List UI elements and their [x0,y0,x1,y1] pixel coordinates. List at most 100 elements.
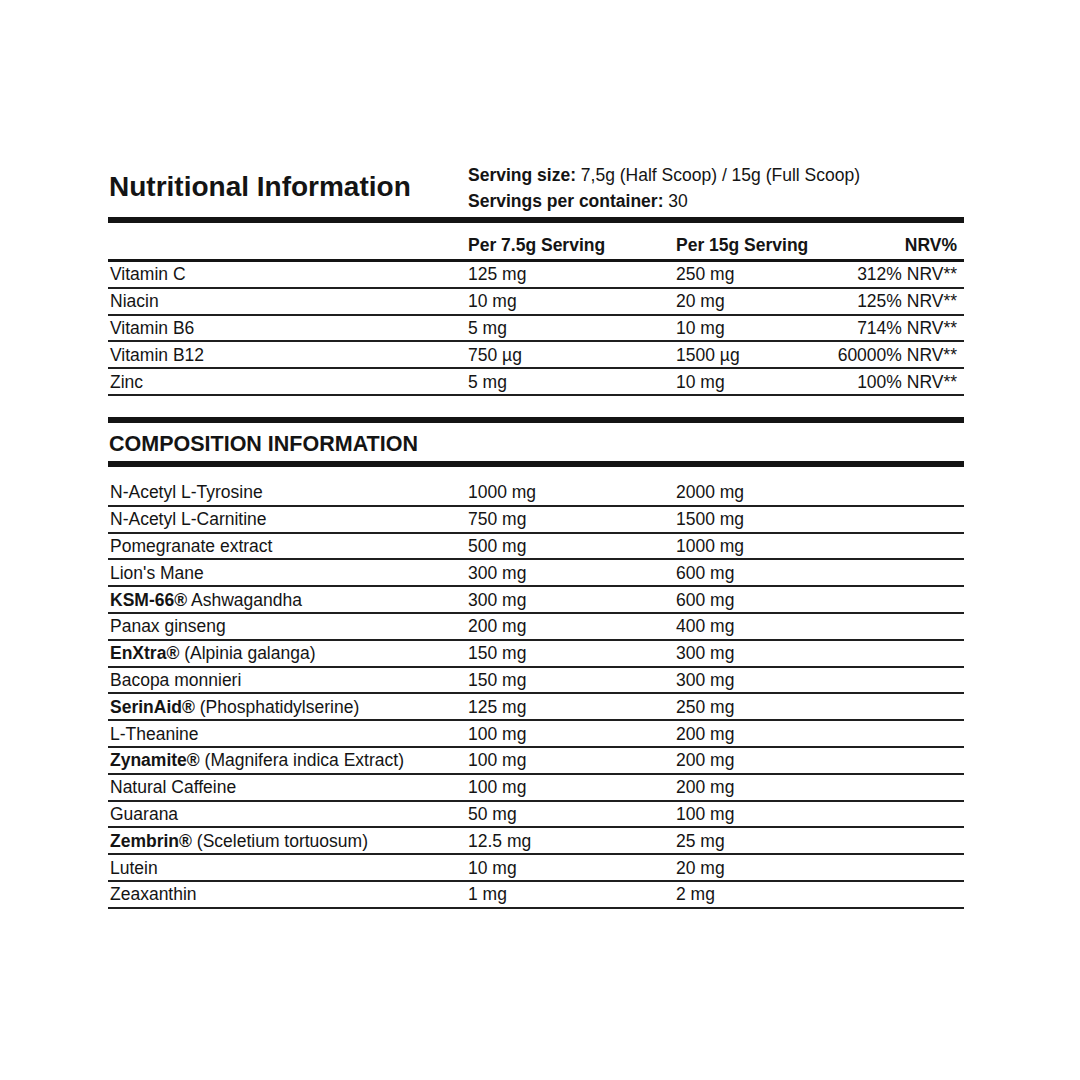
amount-per-15g: 600 mg [676,562,734,583]
composition-section-title: COMPOSITION INFORMATION [109,432,418,457]
ingredient-name-rest: Pomegranate extract [110,535,272,555]
composition-row: Panax ginseng 200 mg 400 mg [108,614,964,641]
amount-per-7-5g: 500 mg [468,535,526,556]
amount-per-15g: 1000 mg [676,535,744,556]
amount-per-7-5g: 50 mg [468,803,517,824]
nutrition-row: Niacin 10 mg 20 mg 125% NRV** [108,289,964,316]
composition-row: Zeaxanthin 1 mg 2 mg [108,882,964,909]
nutrition-row: Zinc 5 mg 10 mg 100% NRV** [108,369,964,396]
nutrient-name: Vitamin B12 [110,344,204,365]
nutrient-name: Niacin [110,291,159,312]
composition-row: Zembrin® (Sceletium tortuosum) 12.5 mg 2… [108,828,964,855]
amount-per-15g: 300 mg [676,669,734,690]
amount-per-7-5g: 750 µg [468,344,522,365]
ingredient-brand: KSM-66® [110,589,187,609]
nutrient-name: Vitamin C [110,264,186,285]
servings-per-container-line: Servings per container: 30 [468,188,860,214]
divider-thick-below-composition [108,461,964,467]
column-header-nrv: NRV% [905,235,957,256]
ingredient-name: EnXtra® (Alpinia galanga) [110,643,316,664]
ingredient-name-rest: (Sceletium tortuosum) [192,830,368,850]
nutrient-name: Zinc [110,371,143,392]
nutrient-name: Vitamin B6 [110,317,194,338]
composition-row: Pomegranate extract 500 mg 1000 mg [108,534,964,561]
ingredient-name-rest: (Magnifera indica Extract) [200,750,404,770]
composition-row: SerinAid® (Phosphatidylserine) 125 mg 25… [108,694,964,721]
ingredient-name: Guarana [110,803,178,824]
composition-row: EnXtra® (Alpinia galanga) 150 mg 300 mg [108,641,964,668]
ingredient-name-rest: Bacopa monnieri [110,669,241,689]
ingredient-name: Pomegranate extract [110,535,272,556]
nrv-percent: 100% NRV** [857,371,957,392]
ingredient-name: Lion's Mane [110,562,204,583]
ingredient-name: Bacopa monnieri [110,669,241,690]
ingredient-name-rest: L-Theanine [110,723,199,743]
ingredient-name: L-Theanine [110,723,199,744]
amount-per-15g: 250 mg [676,264,734,285]
amount-per-15g: 1500 mg [676,509,744,530]
amount-per-15g: 20 mg [676,291,725,312]
ingredient-name-rest: Lion's Mane [110,562,204,582]
nutrition-label: { "title": "Nutritional Information", "s… [0,0,1080,1080]
column-header-per-15g: Per 15g Serving [676,235,808,256]
ingredient-name: Zynamite® (Magnifera indica Extract) [110,750,404,771]
amount-per-15g: 250 mg [676,696,734,717]
amount-per-7-5g: 100 mg [468,723,526,744]
amount-per-15g: 400 mg [676,616,734,637]
composition-row: L-Theanine 100 mg 200 mg [108,721,964,748]
ingredient-name: Zembrin® (Sceletium tortuosum) [110,830,368,851]
nrv-percent: 60000% NRV** [838,344,957,365]
amount-per-7-5g: 1 mg [468,884,507,905]
ingredient-brand: Zynamite® [110,750,200,770]
ingredient-name-rest: Zeaxanthin [110,884,197,904]
composition-row: Lion's Mane 300 mg 600 mg [108,560,964,587]
servings-per-container-label: Servings per container: [468,191,663,211]
serving-size-label: Serving size: [468,165,576,185]
ingredient-name-rest: Guarana [110,803,178,823]
amount-per-7-5g: 10 mg [468,291,517,312]
amount-per-7-5g: 150 mg [468,643,526,664]
serving-info: Serving size: 7,5g (Half Scoop) / 15g (F… [468,162,860,214]
ingredient-name-rest: Lutein [110,857,158,877]
amount-per-15g: 200 mg [676,750,734,771]
nutrition-row: Vitamin C 125 mg 250 mg 312% NRV** [108,262,964,289]
amount-per-15g: 10 mg [676,371,725,392]
amount-per-7-5g: 200 mg [468,616,526,637]
amount-per-15g: 300 mg [676,643,734,664]
divider-thick-above-composition [108,417,964,423]
amount-per-15g: 25 mg [676,830,725,851]
composition-row: N-Acetyl L-Carnitine 750 mg 1500 mg [108,507,964,534]
amount-per-15g: 2000 mg [676,482,744,503]
ingredient-name: Zeaxanthin [110,884,197,905]
ingredient-name-rest: Ashwagandha [187,589,302,609]
column-header-per-7-5g: Per 7.5g Serving [468,235,605,256]
nrv-percent: 714% NRV** [857,317,957,338]
composition-table-body: N-Acetyl L-Tyrosine 1000 mg 2000 mg N-Ac… [108,480,964,909]
amount-per-7-5g: 750 mg [468,509,526,530]
amount-per-7-5g: 5 mg [468,317,507,338]
amount-per-15g: 200 mg [676,723,734,744]
amount-per-7-5g: 100 mg [468,750,526,771]
composition-row: KSM-66® Ashwagandha 300 mg 600 mg [108,587,964,614]
ingredient-name-rest: N-Acetyl L-Tyrosine [110,482,263,502]
amount-per-7-5g: 10 mg [468,857,517,878]
ingredient-name: Panax ginseng [110,616,226,637]
serving-size-value: 7,5g (Half Scoop) / 15g (Full Scoop) [581,165,860,185]
nutrition-row: Vitamin B12 750 µg 1500 µg 60000% NRV** [108,342,964,369]
nutrition-row: Vitamin B6 5 mg 10 mg 714% NRV** [108,316,964,343]
amount-per-7-5g: 125 mg [468,264,526,285]
ingredient-name-rest: Panax ginseng [110,616,226,636]
amount-per-7-5g: 150 mg [468,669,526,690]
composition-row: Zynamite® (Magnifera indica Extract) 100… [108,748,964,775]
nrv-percent: 312% NRV** [857,264,957,285]
amount-per-7-5g: 300 mg [468,589,526,610]
amount-per-7-5g: 1000 mg [468,482,536,503]
ingredient-name-rest: (Alpinia galanga) [179,643,315,663]
amount-per-15g: 20 mg [676,857,725,878]
amount-per-7-5g: 12.5 mg [468,830,531,851]
amount-per-15g: 200 mg [676,777,734,798]
composition-row: N-Acetyl L-Tyrosine 1000 mg 2000 mg [108,480,964,507]
divider-thick-top [108,217,964,223]
ingredient-brand: SerinAid® [110,696,195,716]
servings-per-container-value: 30 [668,191,687,211]
